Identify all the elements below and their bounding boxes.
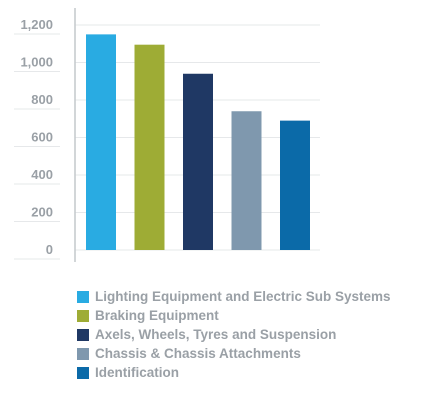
legend-label: Lighting Equipment and Electric Sub Syst… bbox=[95, 289, 391, 304]
gridlines bbox=[14, 24, 320, 260]
legend-label: Axels, Wheels, Tyres and Suspension bbox=[95, 327, 337, 342]
bar-3 bbox=[183, 73, 213, 250]
legend-label: Braking Equipment bbox=[95, 308, 219, 323]
y-axis-tick-labels: 0 200 400 600 800 1,000 1,200 bbox=[20, 17, 53, 257]
legend-swatch bbox=[77, 290, 89, 303]
legend-swatch bbox=[77, 366, 89, 379]
bar-2 bbox=[134, 44, 165, 250]
y-tick-label: 800 bbox=[31, 92, 53, 107]
legend-label: Chassis & Chassis Attachments bbox=[95, 346, 301, 361]
legend-swatch bbox=[77, 309, 89, 322]
legend-item: Axels, Wheels, Tyres and Suspension bbox=[77, 325, 391, 344]
bar-4 bbox=[231, 111, 262, 250]
y-tick-label: 1,000 bbox=[20, 55, 53, 70]
legend-swatch bbox=[77, 328, 89, 341]
bar-5 bbox=[280, 120, 310, 250]
legend-item: Braking Equipment bbox=[77, 306, 391, 325]
y-tick-label: 200 bbox=[31, 205, 53, 220]
legend: Lighting Equipment and Electric Sub Syst… bbox=[77, 287, 391, 382]
legend-swatch bbox=[77, 347, 89, 360]
legend-label: Identification bbox=[95, 365, 179, 380]
legend-item: Identification bbox=[77, 363, 391, 382]
bar-chart: 0 200 400 600 800 1,000 1,200 bbox=[14, 8, 320, 262]
legend-item: Lighting Equipment and Electric Sub Syst… bbox=[77, 287, 391, 306]
y-tick-label: 600 bbox=[31, 130, 53, 145]
legend-item: Chassis & Chassis Attachments bbox=[77, 344, 391, 363]
y-tick-label: 0 bbox=[46, 242, 53, 257]
bars bbox=[86, 34, 310, 250]
bar-1 bbox=[86, 34, 116, 250]
y-tick-label: 1,200 bbox=[20, 17, 53, 32]
y-tick-label: 400 bbox=[31, 167, 53, 182]
